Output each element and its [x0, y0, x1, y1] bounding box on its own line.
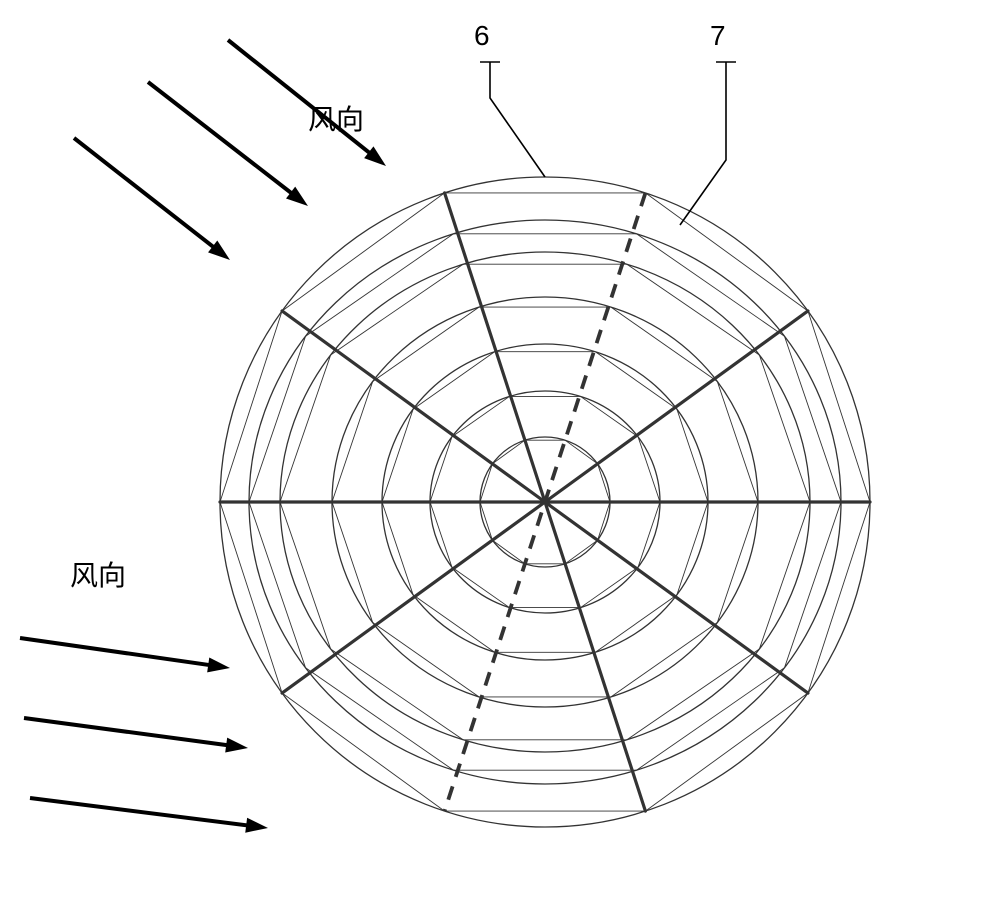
wind-direction-upper-label: 风向: [308, 98, 364, 138]
diagram-svg: [0, 0, 1000, 903]
diagram-canvas: 6 7 风向 风向: [0, 0, 1000, 903]
wind-arrows-lower: [20, 638, 268, 833]
callout-lines: [480, 62, 736, 225]
wind-direction-lower-label: 风向: [70, 554, 126, 594]
wind-arrows-upper: [74, 40, 386, 260]
callout-7-label: 7: [710, 20, 726, 52]
callout-6-label: 6: [474, 20, 490, 52]
